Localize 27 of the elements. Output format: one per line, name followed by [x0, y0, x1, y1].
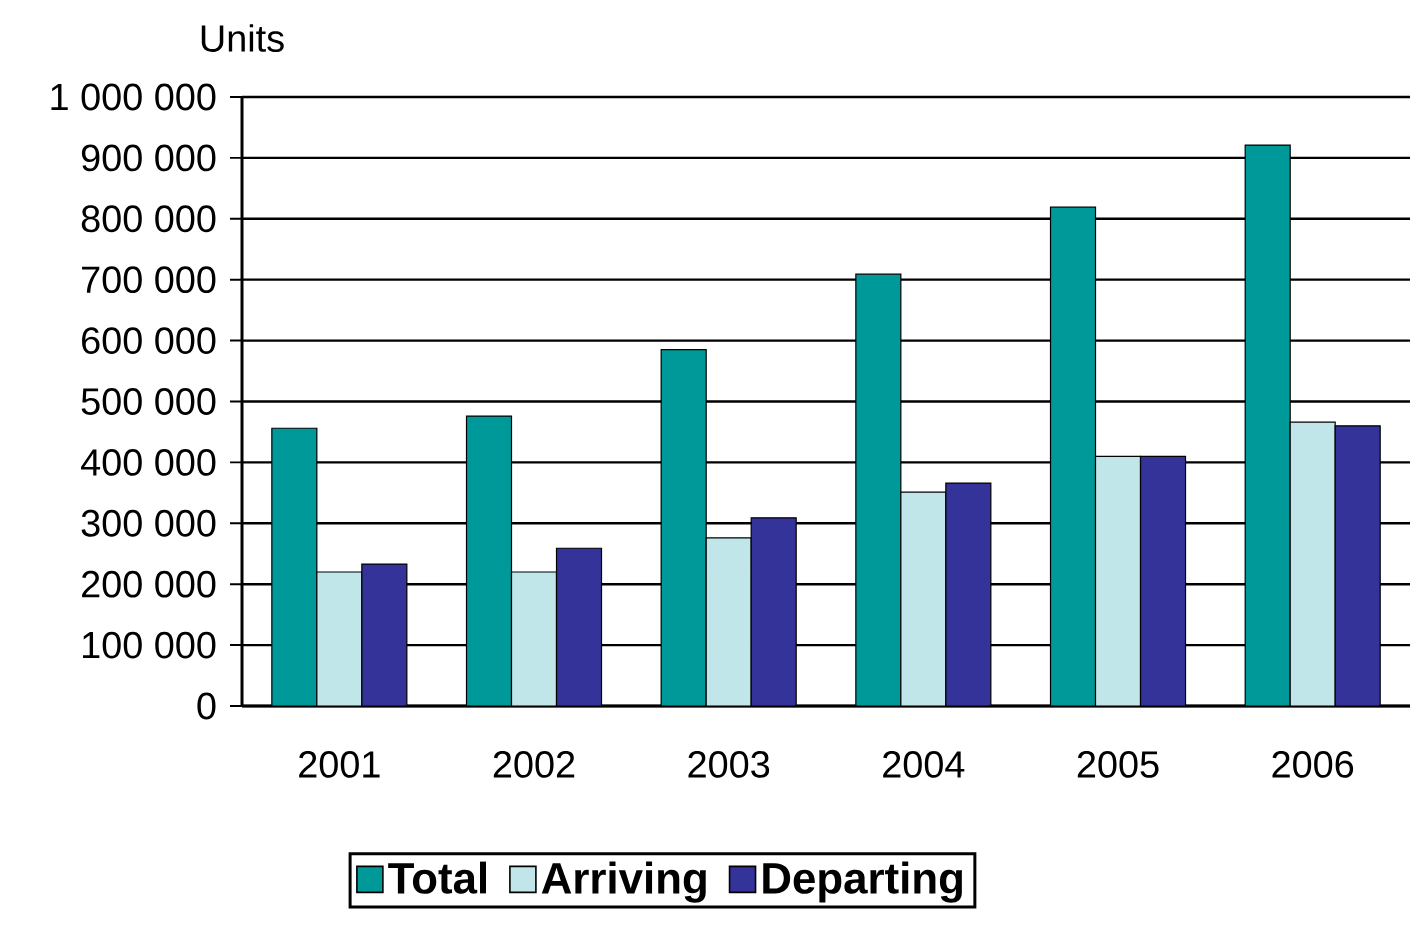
- y-tick-label: 700 000: [82, 266, 216, 294]
- x-tick-label: 2006: [1272, 751, 1354, 778]
- y-tick-label: 100 000: [83, 631, 216, 659]
- legend-label: Total: [388, 861, 487, 894]
- y-tick-label: 1 000 000: [51, 83, 216, 111]
- x-tick-label: 2001: [299, 751, 380, 778]
- legend-label: Departing: [763, 861, 962, 903]
- legend-label: Arriving: [541, 861, 706, 903]
- x-tick-label: 2004: [883, 751, 965, 778]
- y-axis-title: Units: [201, 24, 284, 52]
- y-tick-label: 600 000: [82, 327, 216, 354]
- bar: [705, 537, 752, 706]
- y-tick-label: 900 000: [81, 144, 216, 172]
- x-tick-label: 2005: [1077, 751, 1159, 778]
- y-tick-label: 500 000: [81, 388, 216, 415]
- bar: [316, 571, 363, 706]
- bar: [1094, 455, 1142, 706]
- y-tick-label: 300 000: [81, 509, 216, 537]
- bar: [510, 571, 558, 706]
- bar: [900, 491, 947, 706]
- y-tick-label: 0: [197, 692, 216, 720]
- y-tick-label: 400 000: [81, 448, 216, 476]
- y-tick-label: 800 000: [81, 205, 216, 233]
- x-tick-label: 2003: [688, 751, 770, 778]
- x-tick-label: 2002: [493, 751, 575, 778]
- y-tick-label: 200 000: [82, 570, 216, 598]
- bar: [1289, 421, 1336, 706]
